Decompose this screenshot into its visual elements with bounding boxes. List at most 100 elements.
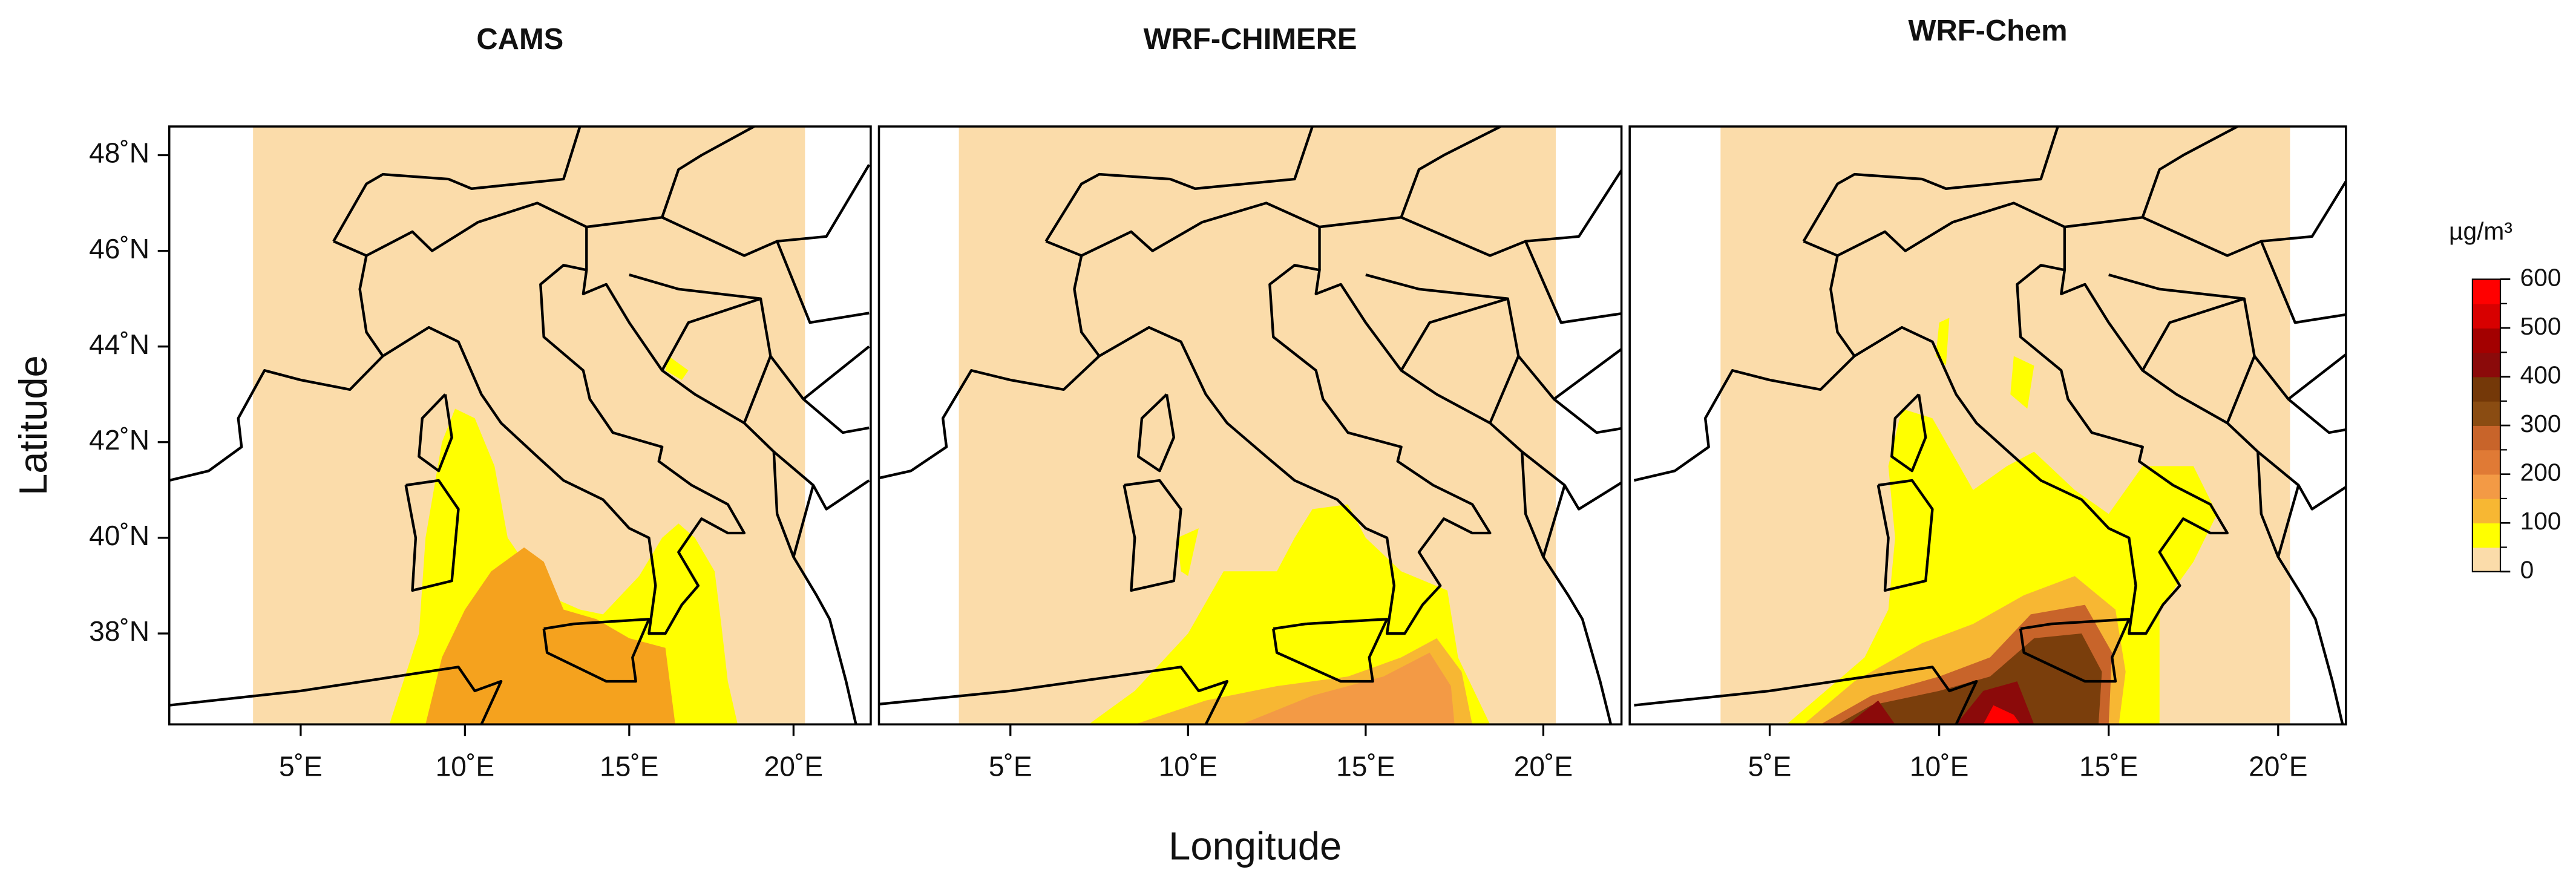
x-tick-label: 15˚E bbox=[1336, 751, 1395, 782]
border bbox=[1400, 297, 1509, 371]
concentration-area bbox=[1837, 633, 2102, 725]
border bbox=[2064, 126, 2238, 229]
border bbox=[773, 450, 870, 511]
border bbox=[1803, 240, 1838, 257]
x-tick-label: 5˚E bbox=[1748, 751, 1792, 782]
colorbar-tick-label: 400 bbox=[2520, 361, 2561, 388]
concentration-area bbox=[1177, 528, 1199, 577]
border bbox=[1802, 126, 2059, 242]
frame bbox=[877, 125, 1623, 725]
panel-title: WRF-Chem bbox=[1908, 15, 2067, 47]
border bbox=[1319, 126, 1501, 229]
y-tick-label: 44˚N bbox=[89, 329, 149, 360]
x-tick-label: 10˚E bbox=[1159, 751, 1218, 782]
colorbar-tick-label: 500 bbox=[2520, 312, 2561, 340]
border bbox=[769, 355, 870, 434]
border bbox=[661, 297, 761, 371]
colorbar-band bbox=[2472, 474, 2501, 499]
border bbox=[1633, 264, 2344, 725]
colorbar-tick-label: 300 bbox=[2520, 410, 2561, 437]
colorbar-band bbox=[2472, 328, 2501, 353]
x-tick-label: 20˚E bbox=[1514, 751, 1573, 782]
colorbar-tick-label: 600 bbox=[2520, 263, 2561, 291]
x-tick-label: 15˚E bbox=[600, 751, 658, 782]
border bbox=[1517, 355, 1622, 434]
border bbox=[1553, 347, 1622, 401]
border bbox=[1829, 201, 2066, 357]
border bbox=[2260, 240, 2346, 324]
colorbar-band bbox=[2472, 279, 2501, 304]
map bbox=[1633, 126, 2346, 725]
concentration-area bbox=[665, 356, 689, 381]
colorbar-band bbox=[2472, 523, 2501, 548]
border bbox=[1634, 666, 1978, 725]
colorbar-band bbox=[2472, 401, 2501, 426]
border bbox=[1876, 479, 1934, 592]
y-tick-label: 40˚N bbox=[89, 520, 149, 551]
x-tick-label: 10˚E bbox=[436, 751, 494, 782]
x-tick-label: 5˚E bbox=[279, 751, 323, 782]
concentration-area bbox=[1241, 652, 1455, 725]
concentration-area bbox=[1956, 681, 2034, 725]
border bbox=[358, 201, 588, 357]
border bbox=[802, 345, 870, 401]
border bbox=[879, 264, 1613, 725]
border bbox=[2141, 297, 2245, 371]
colorbar-band bbox=[2472, 425, 2501, 451]
border bbox=[1890, 393, 1927, 473]
border bbox=[404, 479, 460, 592]
border bbox=[1045, 240, 1082, 257]
border bbox=[1073, 201, 1321, 357]
border bbox=[1542, 485, 1566, 558]
border bbox=[792, 485, 815, 558]
border bbox=[1272, 618, 1389, 683]
border bbox=[586, 126, 755, 229]
border bbox=[169, 264, 857, 725]
x-tick-label: 20˚E bbox=[764, 751, 823, 782]
x-tick-label: 20˚E bbox=[2249, 751, 2307, 782]
x-axis-label: Longitude bbox=[1168, 824, 1342, 868]
border bbox=[418, 393, 453, 473]
panel-title: WRF-CHIMERE bbox=[1144, 23, 1357, 56]
border bbox=[2019, 618, 2131, 683]
x-tick-label: 5˚E bbox=[989, 751, 1032, 782]
border bbox=[1521, 450, 1622, 511]
border bbox=[2253, 355, 2346, 434]
map bbox=[169, 126, 871, 725]
border bbox=[333, 240, 367, 257]
frame bbox=[168, 125, 872, 725]
colorbar-label: µg/m³ bbox=[2449, 217, 2512, 245]
colorbar-band bbox=[2472, 352, 2501, 378]
border bbox=[1044, 126, 1314, 242]
colorbar-band bbox=[2472, 376, 2501, 402]
border bbox=[1122, 479, 1182, 592]
border bbox=[2276, 485, 2300, 558]
border bbox=[2256, 450, 2346, 511]
border bbox=[879, 666, 1229, 725]
border bbox=[776, 240, 870, 324]
colorbar-tick-label: 100 bbox=[2520, 507, 2561, 535]
concentration-area bbox=[2010, 356, 2034, 409]
y-axis-label: Latitude bbox=[11, 355, 55, 496]
x-tick-label: 10˚E bbox=[1910, 751, 1968, 782]
panel-title: CAMS bbox=[476, 23, 563, 56]
y-tick-label: 48˚N bbox=[89, 137, 149, 169]
concentration-area bbox=[1983, 705, 2021, 725]
colorbar-band bbox=[2472, 547, 2501, 572]
y-tick-label: 42˚N bbox=[89, 424, 149, 456]
frame bbox=[1628, 125, 2347, 725]
x-tick-label: 15˚E bbox=[2079, 751, 2138, 782]
colorbar-tick-label: 0 bbox=[2520, 556, 2534, 584]
colorbar-band bbox=[2472, 498, 2501, 524]
border bbox=[1524, 240, 1622, 324]
border bbox=[169, 666, 503, 725]
border bbox=[332, 126, 582, 242]
y-tick-label: 46˚N bbox=[89, 233, 149, 264]
border bbox=[2287, 352, 2346, 401]
y-tick-label: 38˚N bbox=[89, 615, 149, 647]
colorbar-band bbox=[2472, 450, 2501, 475]
border bbox=[542, 618, 651, 683]
border bbox=[1136, 393, 1175, 473]
